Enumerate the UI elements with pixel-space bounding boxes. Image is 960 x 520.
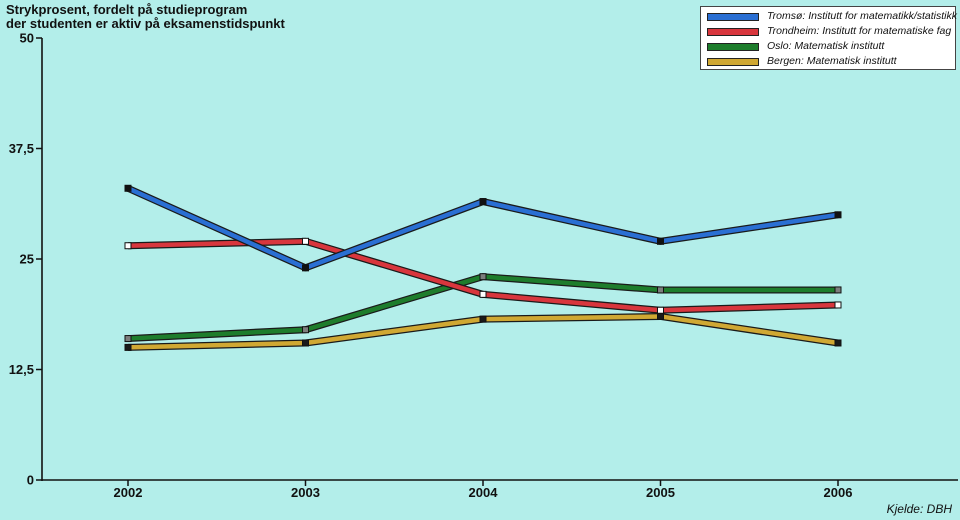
legend-label-tromso: Tromsø: Institutt for matematikk/statist… xyxy=(767,10,958,22)
data-point-oslo-2006 xyxy=(834,286,842,294)
data-point-trondheim-2005 xyxy=(657,306,664,314)
legend-swatch-tromso xyxy=(707,13,759,21)
legend-label-bergen: Bergen: Matematisk institutt xyxy=(767,55,897,67)
data-point-trondheim-2006 xyxy=(834,301,842,309)
data-point-tromso-2005 xyxy=(657,237,664,245)
x-tick-label: 2005 xyxy=(646,485,675,500)
x-tick-label: 2003 xyxy=(291,485,320,500)
data-point-oslo-2002 xyxy=(124,335,132,343)
data-point-bergen-2005 xyxy=(657,312,664,320)
data-point-tromso-2004 xyxy=(479,198,487,206)
data-point-trondheim-2003 xyxy=(302,237,309,245)
legend-label-oslo: Oslo: Matematisk institutt xyxy=(767,40,885,52)
data-point-tromso-2003 xyxy=(302,264,309,272)
chart-title-line-1: Strykprosent, fordelt på studieprogram xyxy=(6,2,248,17)
legend: Tromsø: Institutt for matematikk/statist… xyxy=(700,6,958,70)
legend-swatch-oslo xyxy=(707,43,759,51)
data-point-bergen-2006 xyxy=(834,339,842,347)
y-tick-label: 0 xyxy=(27,473,34,488)
data-point-bergen-2002 xyxy=(124,343,132,351)
source-note: Kjelde: DBH xyxy=(886,502,952,516)
y-tick-label: 12,5 xyxy=(9,362,34,377)
legend-label-trondheim: Trondheim: Institutt for matematiske fag xyxy=(767,25,952,37)
data-point-tromso-2002 xyxy=(124,184,132,192)
data-point-tromso-2006 xyxy=(834,211,842,219)
data-point-trondheim-2004 xyxy=(479,290,487,298)
legend-swatch-trondheim xyxy=(707,28,759,36)
legend-swatch-bergen xyxy=(707,58,759,66)
data-point-oslo-2005 xyxy=(657,286,664,294)
data-point-bergen-2004 xyxy=(479,315,487,323)
data-point-bergen-2003 xyxy=(302,339,309,347)
chart-title: Strykprosent, fordelt på studieprogram d… xyxy=(6,3,285,31)
y-tick-label: 37,5 xyxy=(9,141,34,156)
x-tick-label: 2004 xyxy=(469,485,499,500)
data-point-oslo-2003 xyxy=(302,326,309,334)
x-tick-label: 2006 xyxy=(824,485,853,500)
data-point-trondheim-2002 xyxy=(124,242,132,250)
y-tick-label: 25 xyxy=(20,252,34,267)
y-tick-label: 50 xyxy=(20,31,34,46)
x-tick-label: 2002 xyxy=(114,485,143,500)
chart-title-line-2: der studenten er aktiv på eksamenstidspu… xyxy=(6,16,285,31)
data-point-oslo-2004 xyxy=(479,273,487,281)
